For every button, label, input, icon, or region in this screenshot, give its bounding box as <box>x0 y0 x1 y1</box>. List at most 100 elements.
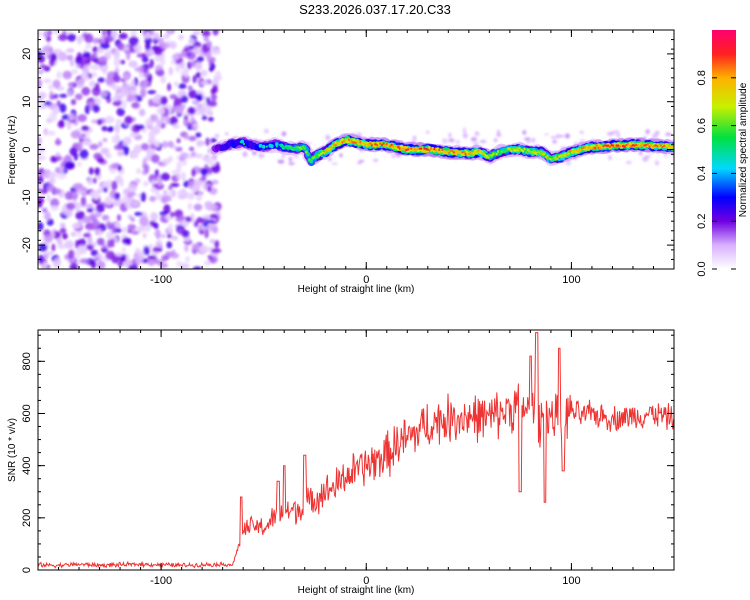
signal-cell <box>500 150 503 153</box>
noise-speckle <box>206 219 216 224</box>
signal-cell <box>303 147 306 150</box>
noise-speckle <box>193 220 199 228</box>
noise-speckle <box>168 185 173 191</box>
noise-speckle <box>209 239 216 244</box>
noise-speckle <box>38 182 42 188</box>
noise-speckle <box>155 190 160 201</box>
noise-speckle <box>203 221 209 228</box>
noise-speckle <box>52 107 60 115</box>
signal-cell <box>462 151 465 154</box>
stray-blob <box>214 133 220 138</box>
signal-cell <box>543 153 546 156</box>
noise-speckle <box>192 30 201 36</box>
noise-speckle <box>112 197 122 207</box>
noise-speckle <box>210 46 219 55</box>
noise-speckle <box>71 68 78 75</box>
signal-cell <box>397 145 400 149</box>
noise-speckle <box>176 190 184 196</box>
colorbar-gradient <box>712 30 736 269</box>
noise-speckle <box>128 60 138 68</box>
noise-speckle <box>175 146 183 152</box>
noise-speckle <box>111 30 118 39</box>
noise-speckle <box>191 168 196 177</box>
signal-cell <box>400 147 403 151</box>
signal-cell <box>387 143 390 147</box>
noise-speckle <box>100 90 108 98</box>
signal-cell <box>352 141 355 144</box>
noise-speckle <box>144 164 150 174</box>
signal-cell <box>372 144 375 148</box>
signal-cell <box>416 147 420 151</box>
stray-blob <box>455 139 461 145</box>
signal-cell <box>505 149 508 152</box>
noise-speckle <box>69 262 79 269</box>
noise-speckle <box>178 83 187 90</box>
noise-speckle <box>39 64 47 69</box>
noise-speckle <box>207 185 212 193</box>
signal-cell <box>390 143 393 146</box>
noise-speckle <box>47 171 57 179</box>
stray-blob <box>288 162 295 166</box>
noise-speckle <box>106 30 112 37</box>
noise-speckle <box>210 88 216 95</box>
noise-speckle <box>46 183 55 192</box>
signal-cell <box>480 152 484 155</box>
noise-speckle <box>157 180 163 187</box>
noise-speckle <box>139 216 149 227</box>
noise-speckle <box>140 192 147 202</box>
signal-cell <box>339 141 342 144</box>
noise-speckle <box>197 55 204 62</box>
snr-x-axis-title: Height of straight line (km) <box>298 585 415 596</box>
signal-cell <box>490 154 493 157</box>
signal-cell <box>658 144 661 147</box>
noise-speckle <box>150 114 159 122</box>
noise-speckle <box>76 78 85 89</box>
signal-cell <box>356 140 359 143</box>
stray-blob <box>339 153 343 158</box>
signal-cell <box>275 142 279 147</box>
noise-speckle <box>141 56 149 63</box>
noise-speckle <box>101 30 107 37</box>
noise-speckle <box>38 137 41 147</box>
stray-blob <box>242 151 248 158</box>
signal-cell <box>525 151 528 154</box>
noise-speckle <box>142 232 147 239</box>
noise-speckle <box>196 93 203 102</box>
noise-speckle <box>167 83 172 92</box>
noise-speckle <box>169 41 177 49</box>
noise-speckle <box>168 66 174 76</box>
noise-speckle <box>66 54 74 61</box>
noise-speckle <box>167 140 174 148</box>
signal-cell <box>421 148 424 152</box>
noise-speckle <box>38 175 44 184</box>
signal-cell <box>582 146 585 149</box>
signal-cell <box>467 152 470 156</box>
spectrogram-x-axis-title: Height of straight line (km) <box>298 284 415 295</box>
signal-cell <box>302 145 305 148</box>
signal-cell <box>562 154 566 157</box>
signal-cell <box>553 156 556 160</box>
noise-speckle <box>206 40 212 49</box>
noise-speckle <box>88 80 96 88</box>
noise-speckle <box>56 71 62 79</box>
signal-cell <box>507 147 510 150</box>
snr-panel: -100 0 100 0 200 400 600 800 Height of straight… <box>7 329 675 596</box>
noise-speckle <box>166 241 173 249</box>
stray-blob <box>448 132 452 138</box>
noise-speckle <box>42 261 48 269</box>
signal-cell <box>495 152 498 156</box>
noise-speckle <box>75 56 83 65</box>
noise-speckle <box>51 243 56 252</box>
noise-speckle <box>117 150 125 157</box>
noise-speckle <box>193 46 199 55</box>
noise-speckle <box>59 93 68 98</box>
noise-speckle <box>102 137 108 143</box>
noise-speckle <box>38 222 44 231</box>
noise-speckle <box>50 198 60 208</box>
signal-cell <box>311 157 314 160</box>
signal-cell <box>354 141 357 144</box>
noise-speckle <box>52 79 61 89</box>
signal-cell <box>549 158 553 161</box>
noise-speckle <box>96 188 105 193</box>
